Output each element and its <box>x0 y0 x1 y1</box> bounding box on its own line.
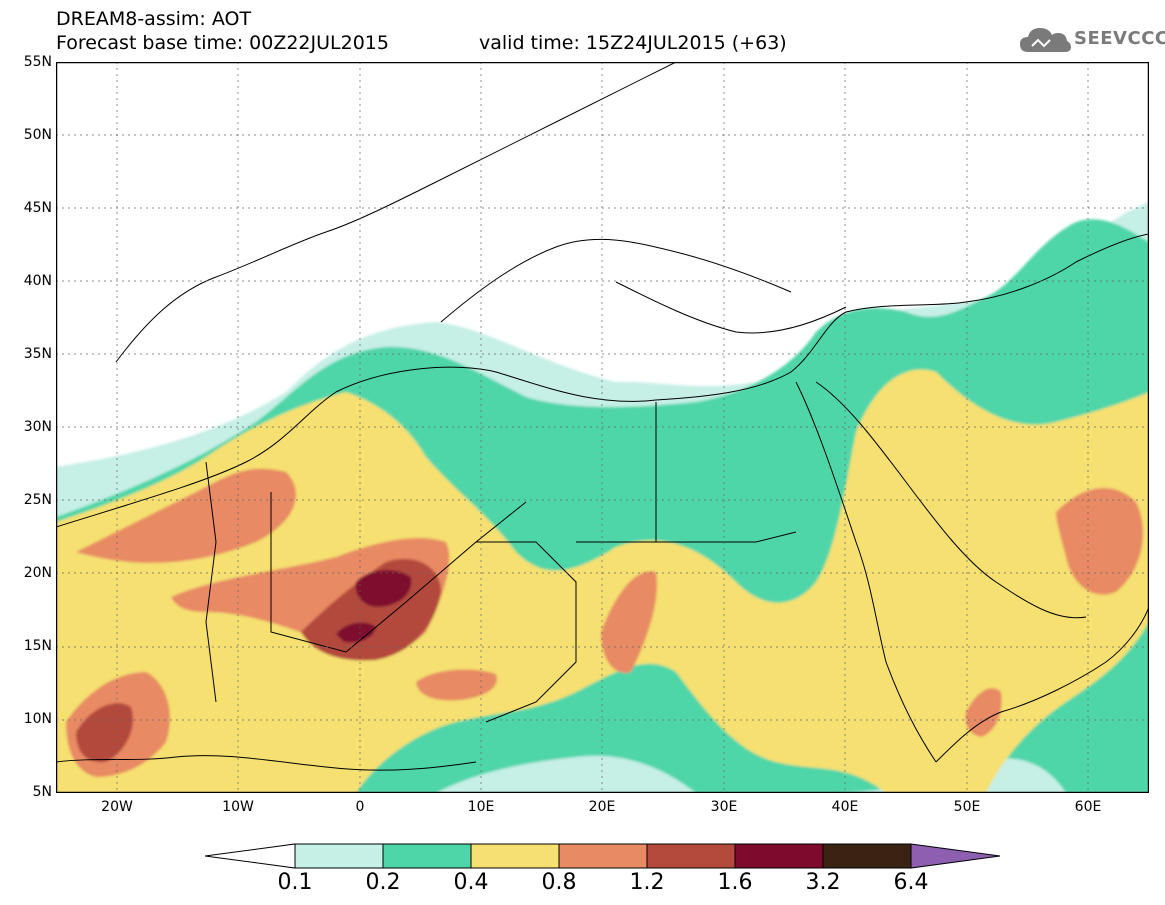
colorbar-swatch-2 <box>470 843 560 869</box>
lat-label: 25N <box>23 492 52 508</box>
cloud-icon <box>1020 28 1071 52</box>
lon-label: 30E <box>710 799 738 815</box>
valid-time-label: valid time: 15Z24JUL2015 (+63) <box>479 32 787 54</box>
colorbar-swatch-4 <box>646 843 736 869</box>
map-title: DREAM8-assim: AOT <box>56 8 252 30</box>
lon-label: 60E <box>1074 799 1102 815</box>
aot-contours <box>56 202 1149 793</box>
aot-band-0.8-oman <box>1056 488 1144 595</box>
colorbar-swatch-1 <box>382 843 472 869</box>
lon-label: 0 <box>355 799 365 815</box>
colorbar-swatch-3 <box>558 843 648 869</box>
aot-band-1.6-niger-south <box>336 622 376 643</box>
colorbar-swatch-0 <box>294 843 384 869</box>
colorbar-upper-extend <box>910 843 1000 869</box>
colorbar-label: 0.8 <box>541 870 577 895</box>
lon-label: 10E <box>467 799 495 815</box>
colorbar-label: 1.2 <box>629 870 665 895</box>
lat-label: 50N <box>23 127 52 143</box>
lat-label: 15N <box>23 638 52 654</box>
aot-band-0.8-nigeria <box>416 669 497 701</box>
colorbar-label: 1.6 <box>717 870 753 895</box>
aot-band-1.2-guinea <box>76 703 134 763</box>
lat-label: 45N <box>23 200 52 216</box>
base-time-label: Forecast base time: 00Z22JUL2015 <box>56 32 389 54</box>
aot-band-0.8-west-sahara <box>76 468 296 563</box>
coastlines-borders <box>56 62 1149 771</box>
aot-band-0.4 <box>56 369 1149 793</box>
lat-label: 55N <box>23 54 52 70</box>
lon-label: 20E <box>588 799 616 815</box>
lon-label: 20W <box>101 799 133 815</box>
lat-label: 20N <box>23 565 52 581</box>
aot-band-0.8-chad <box>601 571 657 673</box>
map-frame <box>56 62 1149 793</box>
aot-band-1.6-niger <box>355 570 412 607</box>
colorbar-label: 0.2 <box>365 870 401 895</box>
colorbar-label: 0.1 <box>277 870 313 895</box>
colorbar-label: 6.4 <box>893 870 929 895</box>
lat-label: 30N <box>23 419 52 435</box>
colorbar-swatch-6 <box>822 843 912 869</box>
colorbar-label: 0.4 <box>453 870 489 895</box>
colorbar <box>205 843 1000 869</box>
lat-label: 5N <box>32 784 52 800</box>
lon-label: 50E <box>953 799 981 815</box>
colorbar-swatch-5 <box>734 843 824 869</box>
aot-map <box>56 62 1149 793</box>
logo-text: SEEVCCC <box>1074 28 1165 49</box>
lat-label: 35N <box>23 346 52 362</box>
forecast-times: Forecast base time: 00Z22JUL2015 valid t… <box>56 32 787 98</box>
colorbar-lower-extend <box>205 843 296 869</box>
lat-label: 40N <box>23 273 52 289</box>
colorbar-label: 3.2 <box>805 870 841 895</box>
gridlines <box>56 62 1149 793</box>
lon-label: 40E <box>831 799 859 815</box>
seevccc-logo: SEEVCCC <box>1018 22 1165 56</box>
lon-label: 10W <box>222 799 254 815</box>
aot-band-0.8-somalia <box>965 688 1002 737</box>
lat-label: 10N <box>23 711 52 727</box>
